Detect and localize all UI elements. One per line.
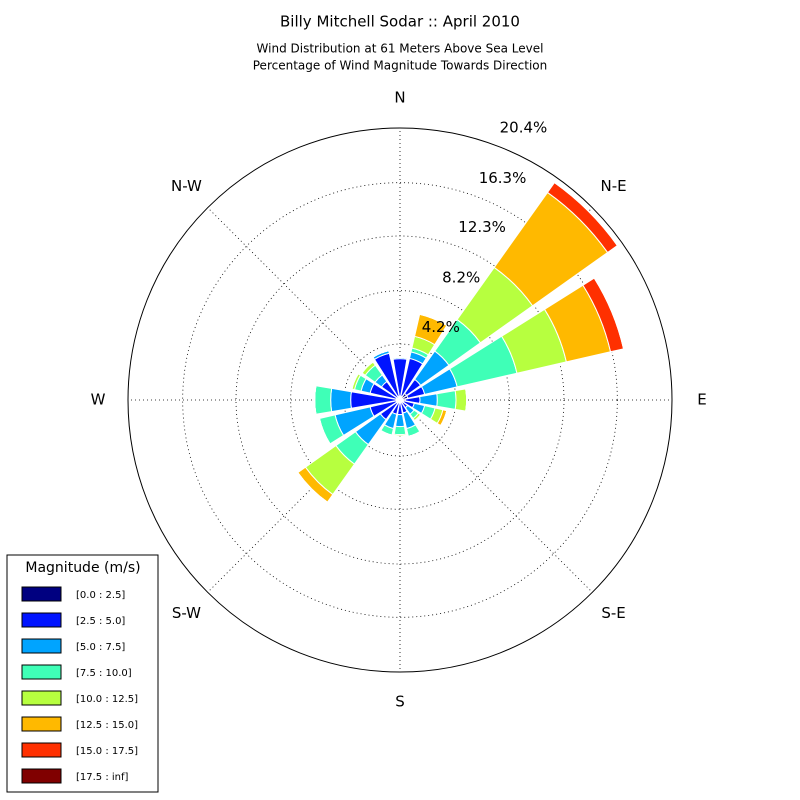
rose-segment bbox=[393, 425, 407, 436]
legend-label: [7.5 : 10.0] bbox=[76, 668, 132, 679]
rose-segment bbox=[419, 313, 448, 326]
r-tick-label: 8.2% bbox=[442, 269, 480, 287]
direction-label: N-E bbox=[600, 177, 626, 195]
rose-segment bbox=[314, 385, 333, 415]
rose-segment bbox=[554, 182, 618, 246]
legend-swatch bbox=[21, 612, 62, 628]
grid-spoke bbox=[399, 399, 593, 593]
legend-swatch bbox=[21, 664, 62, 680]
legend-swatch bbox=[21, 716, 62, 732]
direction-label: S-E bbox=[601, 604, 625, 622]
legend-swatch bbox=[21, 690, 62, 706]
grid-spoke bbox=[207, 207, 401, 401]
legend-label: [10.0 : 12.5] bbox=[76, 694, 138, 705]
rose-segment bbox=[361, 361, 374, 374]
grid-spoke bbox=[207, 399, 401, 593]
direction-label: S bbox=[395, 693, 405, 711]
rose-segment bbox=[330, 387, 352, 413]
rose-segment bbox=[440, 410, 448, 426]
direction-label: N bbox=[394, 89, 405, 107]
rose-segment bbox=[454, 388, 468, 412]
chart-title: Billy Mitchell Sodar :: April 2010 bbox=[280, 13, 520, 31]
outer-ring bbox=[127, 127, 673, 673]
direction-label: S-W bbox=[172, 604, 201, 622]
legend-label: [0.0 : 2.5] bbox=[76, 590, 125, 601]
chart-subtitle: Wind Distribution at 61 Meters Above Sea… bbox=[257, 42, 544, 56]
rose-segment bbox=[380, 430, 393, 436]
r-tick-label: 4.2% bbox=[422, 318, 460, 336]
direction-label: E bbox=[697, 391, 706, 409]
rose-segment bbox=[593, 277, 625, 349]
legend-swatch bbox=[21, 768, 62, 784]
r-tick-label: 16.3% bbox=[479, 169, 527, 187]
chart-subtitle: Percentage of Wind Magnitude Towards Dir… bbox=[253, 59, 547, 73]
legend-label: [2.5 : 5.0] bbox=[76, 616, 125, 627]
direction-label: W bbox=[91, 391, 106, 409]
direction-label: N-W bbox=[171, 177, 202, 195]
legend-swatch bbox=[21, 742, 62, 758]
grid-ring bbox=[182, 182, 618, 618]
rose-segment bbox=[393, 435, 407, 437]
legend-swatch bbox=[21, 638, 62, 654]
rose-segment bbox=[408, 431, 421, 437]
rose-segment bbox=[436, 390, 457, 410]
rose-segment bbox=[392, 356, 408, 359]
legend-label: [12.5 : 15.0] bbox=[76, 720, 138, 731]
legend-title: Magnitude (m/s) bbox=[25, 560, 140, 576]
legend-swatch bbox=[21, 586, 62, 602]
r-tick-label: 12.3% bbox=[458, 218, 506, 236]
legend-label: [17.5 : inf] bbox=[76, 772, 129, 783]
r-tick-label: 20.4% bbox=[500, 118, 548, 136]
legend-label: [5.0 : 7.5] bbox=[76, 642, 125, 653]
rose-segment bbox=[394, 413, 406, 428]
legend-label: [15.0 : 17.5] bbox=[76, 746, 138, 757]
grid-ring bbox=[290, 290, 510, 510]
